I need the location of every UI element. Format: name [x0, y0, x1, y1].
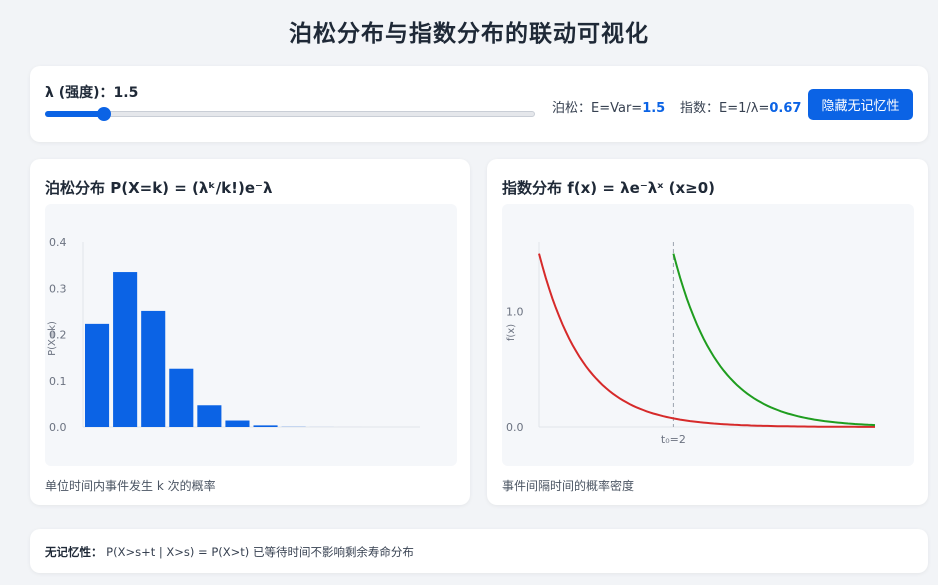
exponential-plot-area: 0.0 1.0 f(x) t₀=2 — [502, 204, 914, 466]
exponential-stat: 指数：E=1/λ=0.67 — [680, 97, 801, 116]
poisson-bar — [225, 420, 250, 427]
slider-track[interactable] — [45, 111, 535, 117]
y-tick-label: 0.4 — [49, 236, 67, 249]
lambda-slider[interactable] — [45, 107, 535, 121]
poisson-bar — [197, 405, 222, 427]
y-tick-label: 0.3 — [49, 282, 67, 295]
poisson-bar — [169, 368, 194, 427]
poisson-plot-area: 0.0 0.1 0.2 0.3 0.4 P(X=k) — [45, 204, 457, 466]
y-tick-label: 0.0 — [49, 421, 67, 434]
poisson-stat-label: 泊松：E=Var= — [552, 101, 643, 116]
page-title: 泊松分布与指数分布的联动可视化 — [289, 21, 649, 47]
exponential-chart: 0.0 1.0 f(x) t₀=2 — [506, 242, 876, 446]
poisson-chart: 0.0 0.1 0.2 0.3 0.4 P(X=k) — [47, 236, 420, 434]
slider-fill — [45, 111, 104, 117]
toggle-memoryless-button[interactable]: 隐藏无记忆性 — [808, 89, 913, 120]
slider-thumb[interactable] — [96, 107, 111, 121]
memoryless-panel: 无记忆性： P(X>s+t | X>s) = P(X>t) 已等待时间不影响剩余… — [30, 529, 928, 573]
exponential-stat-label: 指数：E=1/λ= — [680, 101, 770, 116]
poisson-bar — [113, 272, 138, 427]
poisson-caption: 单位时间内事件发生 k 次的概率 — [45, 479, 216, 493]
poisson-bar — [85, 323, 110, 427]
exponential-caption: 事件间隔时间的概率密度 — [502, 479, 635, 493]
memoryless-note: 无记忆性： P(X>s+t | X>s) = P(X>t) 已等待时间不影响剩余… — [45, 544, 414, 560]
memoryless-label: 无记忆性： — [45, 545, 103, 559]
exponential-card: 指数分布 f(x) = λe⁻λˣ (x≥0) 0.0 1.0 f(x) t₀=2 事… — [487, 159, 928, 505]
lambda-label: λ (强度)：1.5 — [45, 85, 139, 101]
exp-density-curve — [538, 253, 875, 428]
poisson-title: 泊松分布 P(X=k) = (λᵏ/k!)e⁻λ — [45, 179, 273, 197]
poisson-card: 泊松分布 P(X=k) = (λᵏ/k!)e⁻λ 0.0 0.1 0.2 0.3 0.4… — [30, 159, 470, 505]
y-axis-label: P(X=k) — [47, 321, 58, 356]
y-tick-label: 0.0 — [506, 421, 524, 434]
y-tick-label: 1.0 — [506, 305, 524, 318]
exp-shifted-curve — [672, 253, 876, 427]
exponential-stat-value: 0.67 — [769, 101, 802, 116]
poisson-stat-value: 1.5 — [642, 101, 666, 116]
y-tick-label: 0.2 — [49, 329, 67, 342]
y-tick-label: 0.1 — [49, 375, 67, 388]
exponential-title: 指数分布 f(x) = λe⁻λˣ (x≥0) — [502, 179, 716, 197]
y-axis-label: f(x) — [506, 324, 517, 341]
poisson-bar — [253, 425, 278, 427]
poisson-stat: 泊松：E=Var=1.5 — [552, 97, 665, 116]
t0-marker-label: t₀=2 — [661, 433, 686, 446]
memoryless-text: P(X>s+t | X>s) = P(X>t) 已等待时间不影响剩余寿命分布 — [106, 545, 414, 559]
poisson-bar — [141, 310, 166, 427]
control-panel: λ (强度)：1.5 泊松：E=Var=1.5 指数：E=1/λ=0.67 隐藏… — [30, 66, 928, 142]
